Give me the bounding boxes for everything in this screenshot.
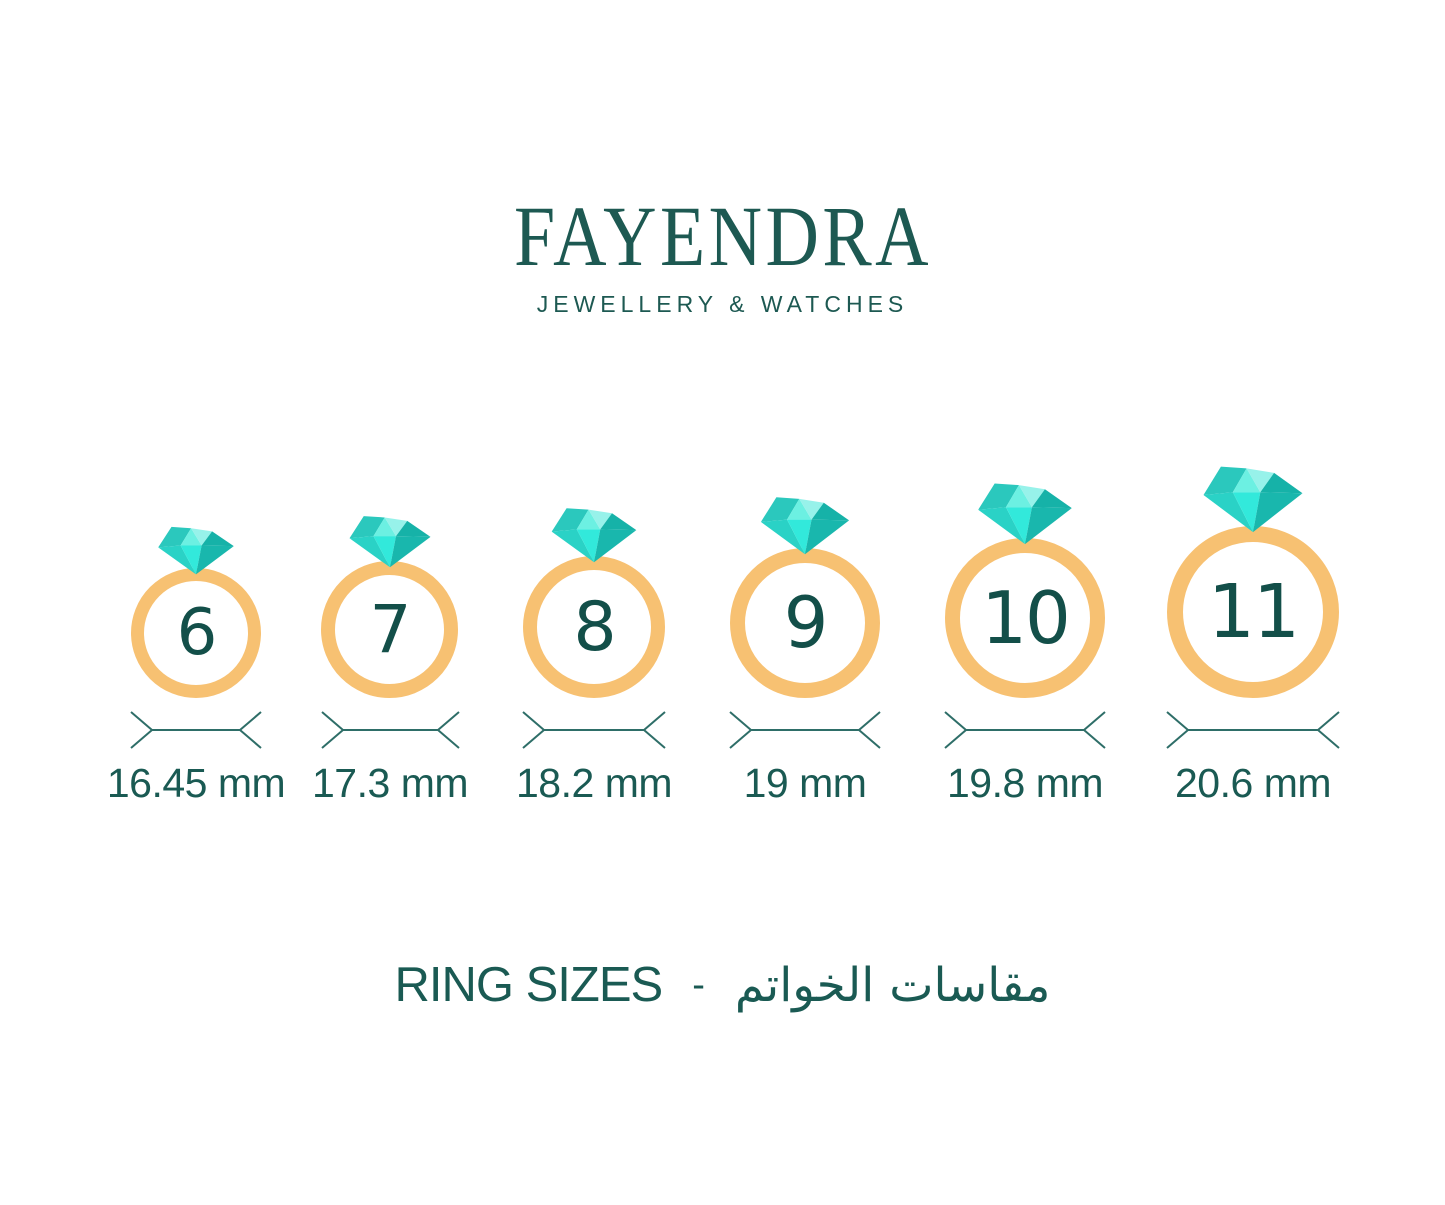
ring-size-number: 8 [573,587,616,667]
diamond-icon [551,508,637,563]
width-dimension-arrow [321,711,460,749]
diamond-icon [760,497,850,555]
width-dimension-arrow [130,711,262,749]
ring-size-number: 6 [176,596,218,670]
brand-name: FAYENDRA [513,188,932,284]
diameter-label: 18.2 mm [516,760,673,806]
chart-title-en: RING SIZES [394,958,664,1012]
diamond-icon [978,483,1072,545]
diameter-label: 19.8 mm [947,760,1104,806]
width-dimension-arrow [1166,711,1340,749]
diamond-icon [349,516,431,568]
chart-title: RING SIZES - مقاسات الخواتم [0,945,1445,1025]
brand-logo: FAYENDRA JEWELLERY & WATCHES [0,193,1445,318]
width-dimension-arrow [944,711,1106,749]
diameter-label: 16.45 mm [106,760,286,806]
brand-tagline: JEWELLERY & WATCHES [536,291,909,317]
width-dimension-arrow [522,711,666,749]
diameter-label: 17.3 mm [312,760,469,806]
title-separator-dash: - [692,963,705,1006]
ring-size-number: 11 [1207,569,1300,655]
diameter-label: 19 mm [743,760,867,806]
diameter-label: 20.6 mm [1175,760,1332,806]
ring-size-number: 10 [981,576,1071,660]
diamond-icon [158,526,234,575]
width-dimension-arrow [729,711,881,749]
diamond-icon [1203,466,1303,533]
chart-title-ar: مقاسات الخواتم [734,957,1051,1013]
ring-size-number: 9 [783,582,829,664]
ring-size-number: 7 [369,591,412,668]
